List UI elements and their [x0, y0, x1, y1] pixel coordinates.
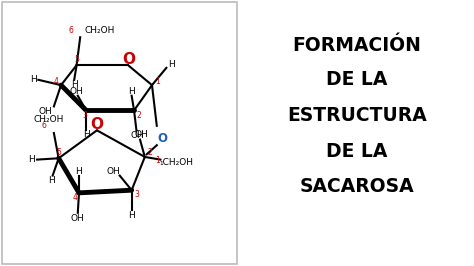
Text: DE LA: DE LA	[326, 70, 387, 89]
Text: H: H	[83, 130, 90, 139]
Text: SACAROSA: SACAROSA	[300, 177, 414, 196]
Text: ESTRUCTURA: ESTRUCTURA	[287, 106, 427, 125]
Text: H: H	[30, 75, 37, 84]
Text: 1: 1	[155, 156, 160, 165]
Text: 3: 3	[82, 111, 87, 120]
Text: 2: 2	[148, 148, 153, 157]
Text: OH: OH	[71, 214, 85, 223]
Text: H: H	[128, 87, 135, 96]
Text: OH: OH	[131, 131, 145, 140]
Text: 5: 5	[56, 148, 61, 157]
Text: 6: 6	[69, 26, 73, 35]
Text: O: O	[91, 117, 103, 132]
Text: O: O	[157, 132, 167, 145]
Text: ₁CH₂OH: ₁CH₂OH	[159, 158, 193, 167]
Text: OH: OH	[134, 130, 148, 139]
Text: 4: 4	[72, 193, 77, 202]
Text: H: H	[128, 211, 135, 220]
Text: 1: 1	[155, 77, 160, 86]
Text: 4: 4	[54, 77, 58, 86]
Text: O: O	[122, 52, 135, 67]
Text: DE LA: DE LA	[326, 142, 387, 161]
Text: OH: OH	[107, 167, 120, 176]
Text: 6: 6	[41, 121, 46, 130]
Text: FORMACIÓN: FORMACIÓN	[292, 36, 421, 55]
Text: 2: 2	[137, 111, 141, 120]
Text: H: H	[76, 167, 82, 176]
Text: 3: 3	[134, 190, 139, 200]
Text: CH₂OH: CH₂OH	[84, 26, 115, 35]
Text: H: H	[71, 80, 78, 89]
Text: OH: OH	[69, 87, 83, 96]
Text: CH₂OH: CH₂OH	[34, 115, 64, 124]
Text: H: H	[28, 155, 35, 164]
Text: OH: OH	[38, 107, 52, 116]
Text: H: H	[48, 176, 55, 185]
Text: 5: 5	[74, 55, 80, 64]
Text: H: H	[168, 60, 175, 69]
